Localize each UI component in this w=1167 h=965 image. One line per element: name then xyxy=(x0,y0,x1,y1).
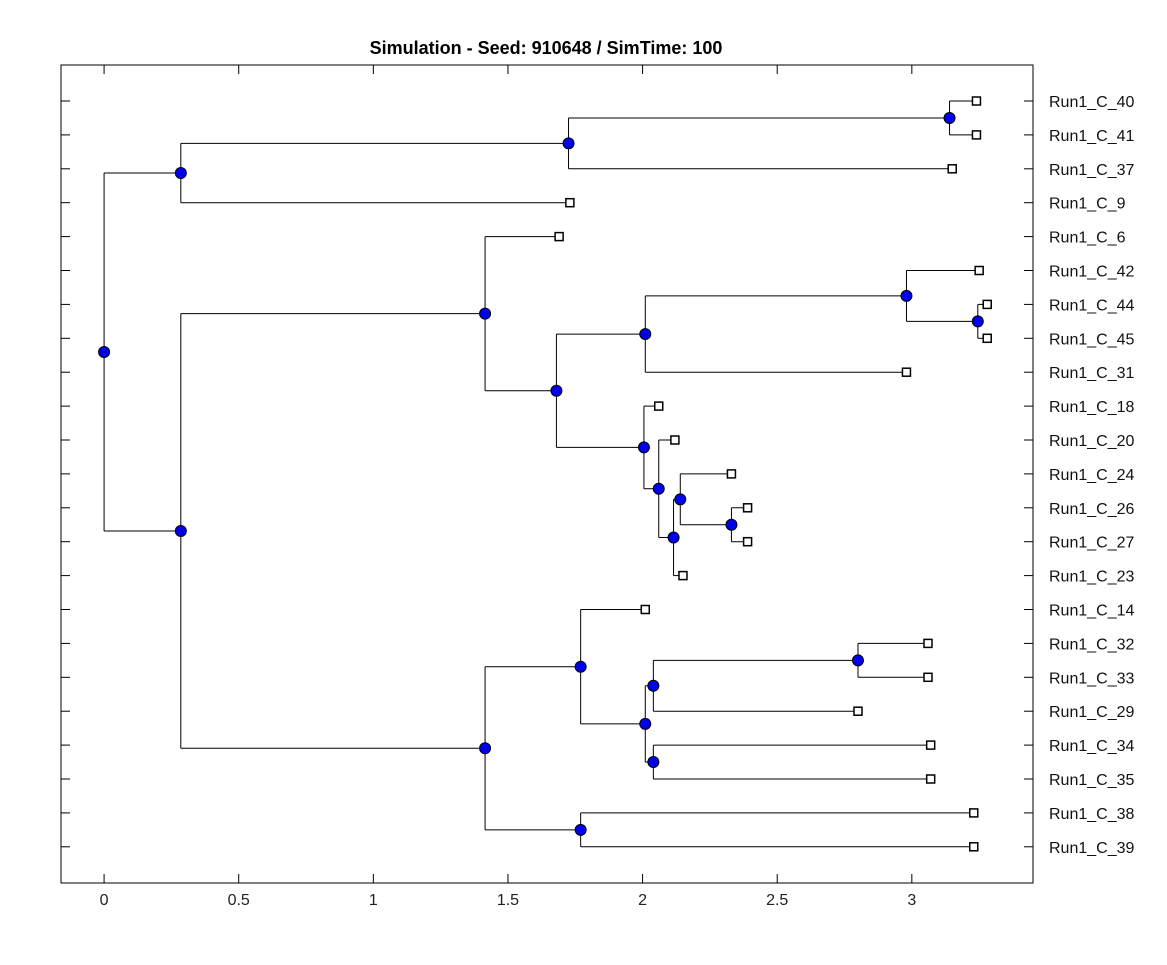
internal-node-marker xyxy=(637,441,650,454)
internal-node-marker xyxy=(574,660,587,673)
internal-node-marker xyxy=(647,756,660,769)
leaf-marker xyxy=(742,503,753,513)
leaf-marker xyxy=(982,333,992,344)
leaf-marker xyxy=(923,638,933,649)
leaf-label: Run1_C_34 xyxy=(1049,738,1135,755)
leaf-label: Run1_C_42 xyxy=(1049,264,1135,281)
leaf-marker xyxy=(742,536,753,547)
leaf-marker xyxy=(974,265,984,276)
leaf-marker xyxy=(947,164,957,174)
leaf-label: Run1_C_31 xyxy=(1049,365,1135,382)
internal-node-marker xyxy=(639,717,652,730)
leaf-marker xyxy=(971,96,982,106)
internal-node-marker xyxy=(550,384,563,397)
internal-node-marker xyxy=(479,307,492,320)
leaf-label: Run1_C_24 xyxy=(1049,467,1135,484)
internal-node-marker xyxy=(674,493,687,506)
leaf-label: Run1_C_23 xyxy=(1049,569,1135,586)
internal-node-marker xyxy=(98,346,111,359)
internal-node-marker xyxy=(574,823,587,836)
leaf-label: Run1_C_44 xyxy=(1049,297,1135,314)
leaf-label: Run1_C_29 xyxy=(1049,704,1135,721)
leaf-label: Run1_C_32 xyxy=(1049,636,1135,653)
leaf-label: Run1_C_14 xyxy=(1049,603,1135,620)
x-tick-label: 0 xyxy=(100,892,109,909)
leaf-label: Run1_C_39 xyxy=(1049,840,1135,857)
internal-node-marker xyxy=(725,518,738,531)
leaf-marker xyxy=(923,672,933,683)
x-tick-label: 3 xyxy=(907,892,916,909)
leaf-marker xyxy=(653,401,664,411)
leaf-label: Run1_C_41 xyxy=(1049,128,1135,145)
leaf-marker xyxy=(853,706,863,716)
chart-title: Simulation - Seed: 910648 / SimTime: 100 xyxy=(370,38,723,58)
internal-node-marker xyxy=(851,654,864,667)
leaf-label: Run1_C_6 xyxy=(1049,230,1126,247)
leaf-label: Run1_C_37 xyxy=(1049,162,1135,179)
leaf-marker xyxy=(925,740,936,750)
leaf-marker xyxy=(969,842,979,852)
leaf-label: Run1_C_27 xyxy=(1049,535,1135,552)
leaf-marker xyxy=(565,197,575,208)
leaf-marker xyxy=(670,435,680,445)
x-tick-label: 2.5 xyxy=(766,892,788,909)
leaf-label: Run1_C_33 xyxy=(1049,670,1135,687)
leaf-marker xyxy=(554,231,564,242)
internal-node-marker xyxy=(562,137,575,150)
leaf-marker xyxy=(982,299,992,310)
leaf-marker xyxy=(726,469,737,479)
internal-node-marker xyxy=(900,289,913,302)
x-tick-label: 1.5 xyxy=(497,892,519,909)
internal-node-marker xyxy=(943,111,956,124)
internal-node-marker xyxy=(971,315,984,328)
internal-node-marker xyxy=(647,679,660,692)
plot-frame xyxy=(60,64,1034,884)
leaf-label: Run1_C_45 xyxy=(1049,331,1135,348)
internal-node-marker xyxy=(174,167,187,180)
tick-layer: 0 0.5 1 1.5 2 2.5 3 xyxy=(61,65,1033,909)
leaf-label: Run1_C_18 xyxy=(1049,399,1135,416)
leaf-label: Run1_C_20 xyxy=(1049,433,1135,450)
internal-node-marker xyxy=(639,328,652,341)
leaf-label: Run1_C_26 xyxy=(1049,501,1135,518)
leaf-label: Run1_C_38 xyxy=(1049,806,1135,823)
leaf-label-layer: Run1_C_40 Run1_C_41 Run1_C_37 Run1_C_9 Run1_… xyxy=(1049,94,1135,857)
leaf-label: Run1_C_35 xyxy=(1049,772,1135,789)
internal-node-marker xyxy=(174,524,187,537)
leaf-marker xyxy=(640,604,651,615)
leaf-marker xyxy=(901,367,912,377)
leaf-label: Run1_C_40 xyxy=(1049,94,1135,111)
internal-node-marker xyxy=(479,742,492,755)
internal-node-marker xyxy=(652,482,665,495)
leaf-label: Run1_C_9 xyxy=(1049,196,1126,213)
x-tick-label: 2 xyxy=(638,892,647,909)
leaf-marker xyxy=(971,130,982,140)
marker-layer xyxy=(98,96,992,852)
leaf-marker xyxy=(925,774,936,784)
x-tick-label: 1 xyxy=(369,892,378,909)
leaf-marker xyxy=(969,808,979,818)
internal-node-marker xyxy=(667,531,680,544)
leaf-marker xyxy=(678,570,688,581)
x-tick-label: 0.5 xyxy=(228,892,250,909)
